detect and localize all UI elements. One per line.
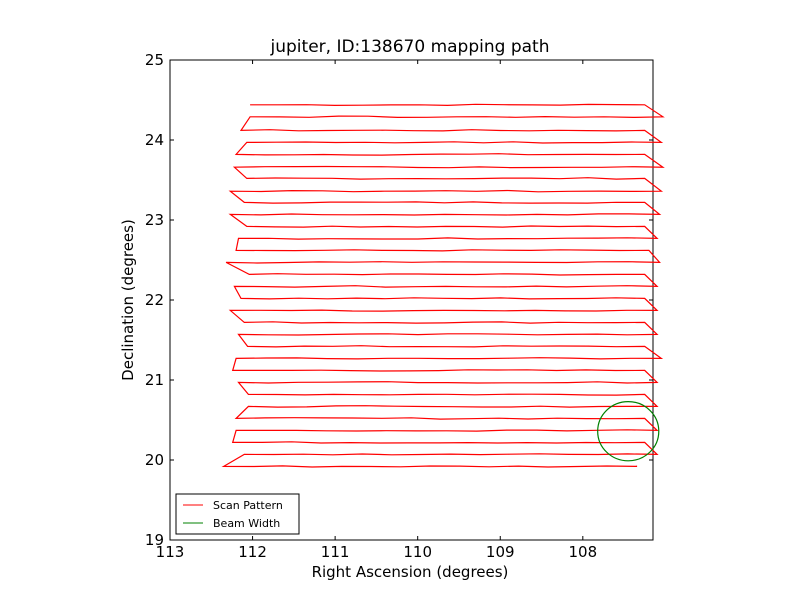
y-axis-label: Declination (degrees) — [119, 219, 137, 381]
y-tick-label: 23 — [145, 211, 164, 229]
beam-width-circle — [597, 401, 660, 462]
y-tick-label: 22 — [145, 291, 164, 309]
chart-title: jupiter, ID:138670 mapping path — [270, 37, 550, 57]
x-tick-label: 108 — [569, 543, 598, 561]
x-tick-label: 111 — [321, 543, 350, 561]
x-tick-label: 113 — [156, 543, 185, 561]
x-tick-label: 110 — [403, 543, 432, 561]
y-tick-label: 20 — [145, 451, 164, 469]
y-tick-label: 24 — [145, 131, 164, 149]
x-axis-label: Right Ascension (degrees) — [312, 563, 509, 581]
legend: Scan Pattern Beam Width — [175, 493, 300, 535]
beam-width-series — [597, 401, 660, 462]
y-tick-label: 25 — [145, 51, 164, 69]
legend-box — [175, 493, 300, 535]
plot-area — [169, 59, 654, 541]
y-tick-label: 19 — [145, 531, 164, 549]
x-axis: 113 112 111 110 109 108 — [156, 60, 597, 561]
scan-pattern-series — [221, 103, 665, 468]
y-tick-label: 21 — [145, 371, 164, 389]
legend-beam-label: Beam Width — [213, 517, 280, 530]
legend-scan-label: Scan Pattern — [213, 499, 283, 512]
y-axis: 19 20 21 22 23 24 25 — [145, 51, 653, 549]
x-tick-label: 112 — [238, 543, 267, 561]
scan-pattern-line — [221, 103, 665, 468]
x-tick-label: 109 — [486, 543, 515, 561]
